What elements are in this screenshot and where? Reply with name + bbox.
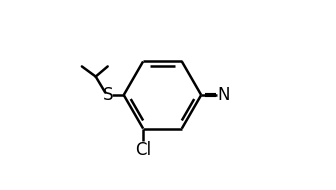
Text: N: N xyxy=(218,86,230,104)
Text: S: S xyxy=(102,86,113,104)
Text: Cl: Cl xyxy=(135,142,151,159)
